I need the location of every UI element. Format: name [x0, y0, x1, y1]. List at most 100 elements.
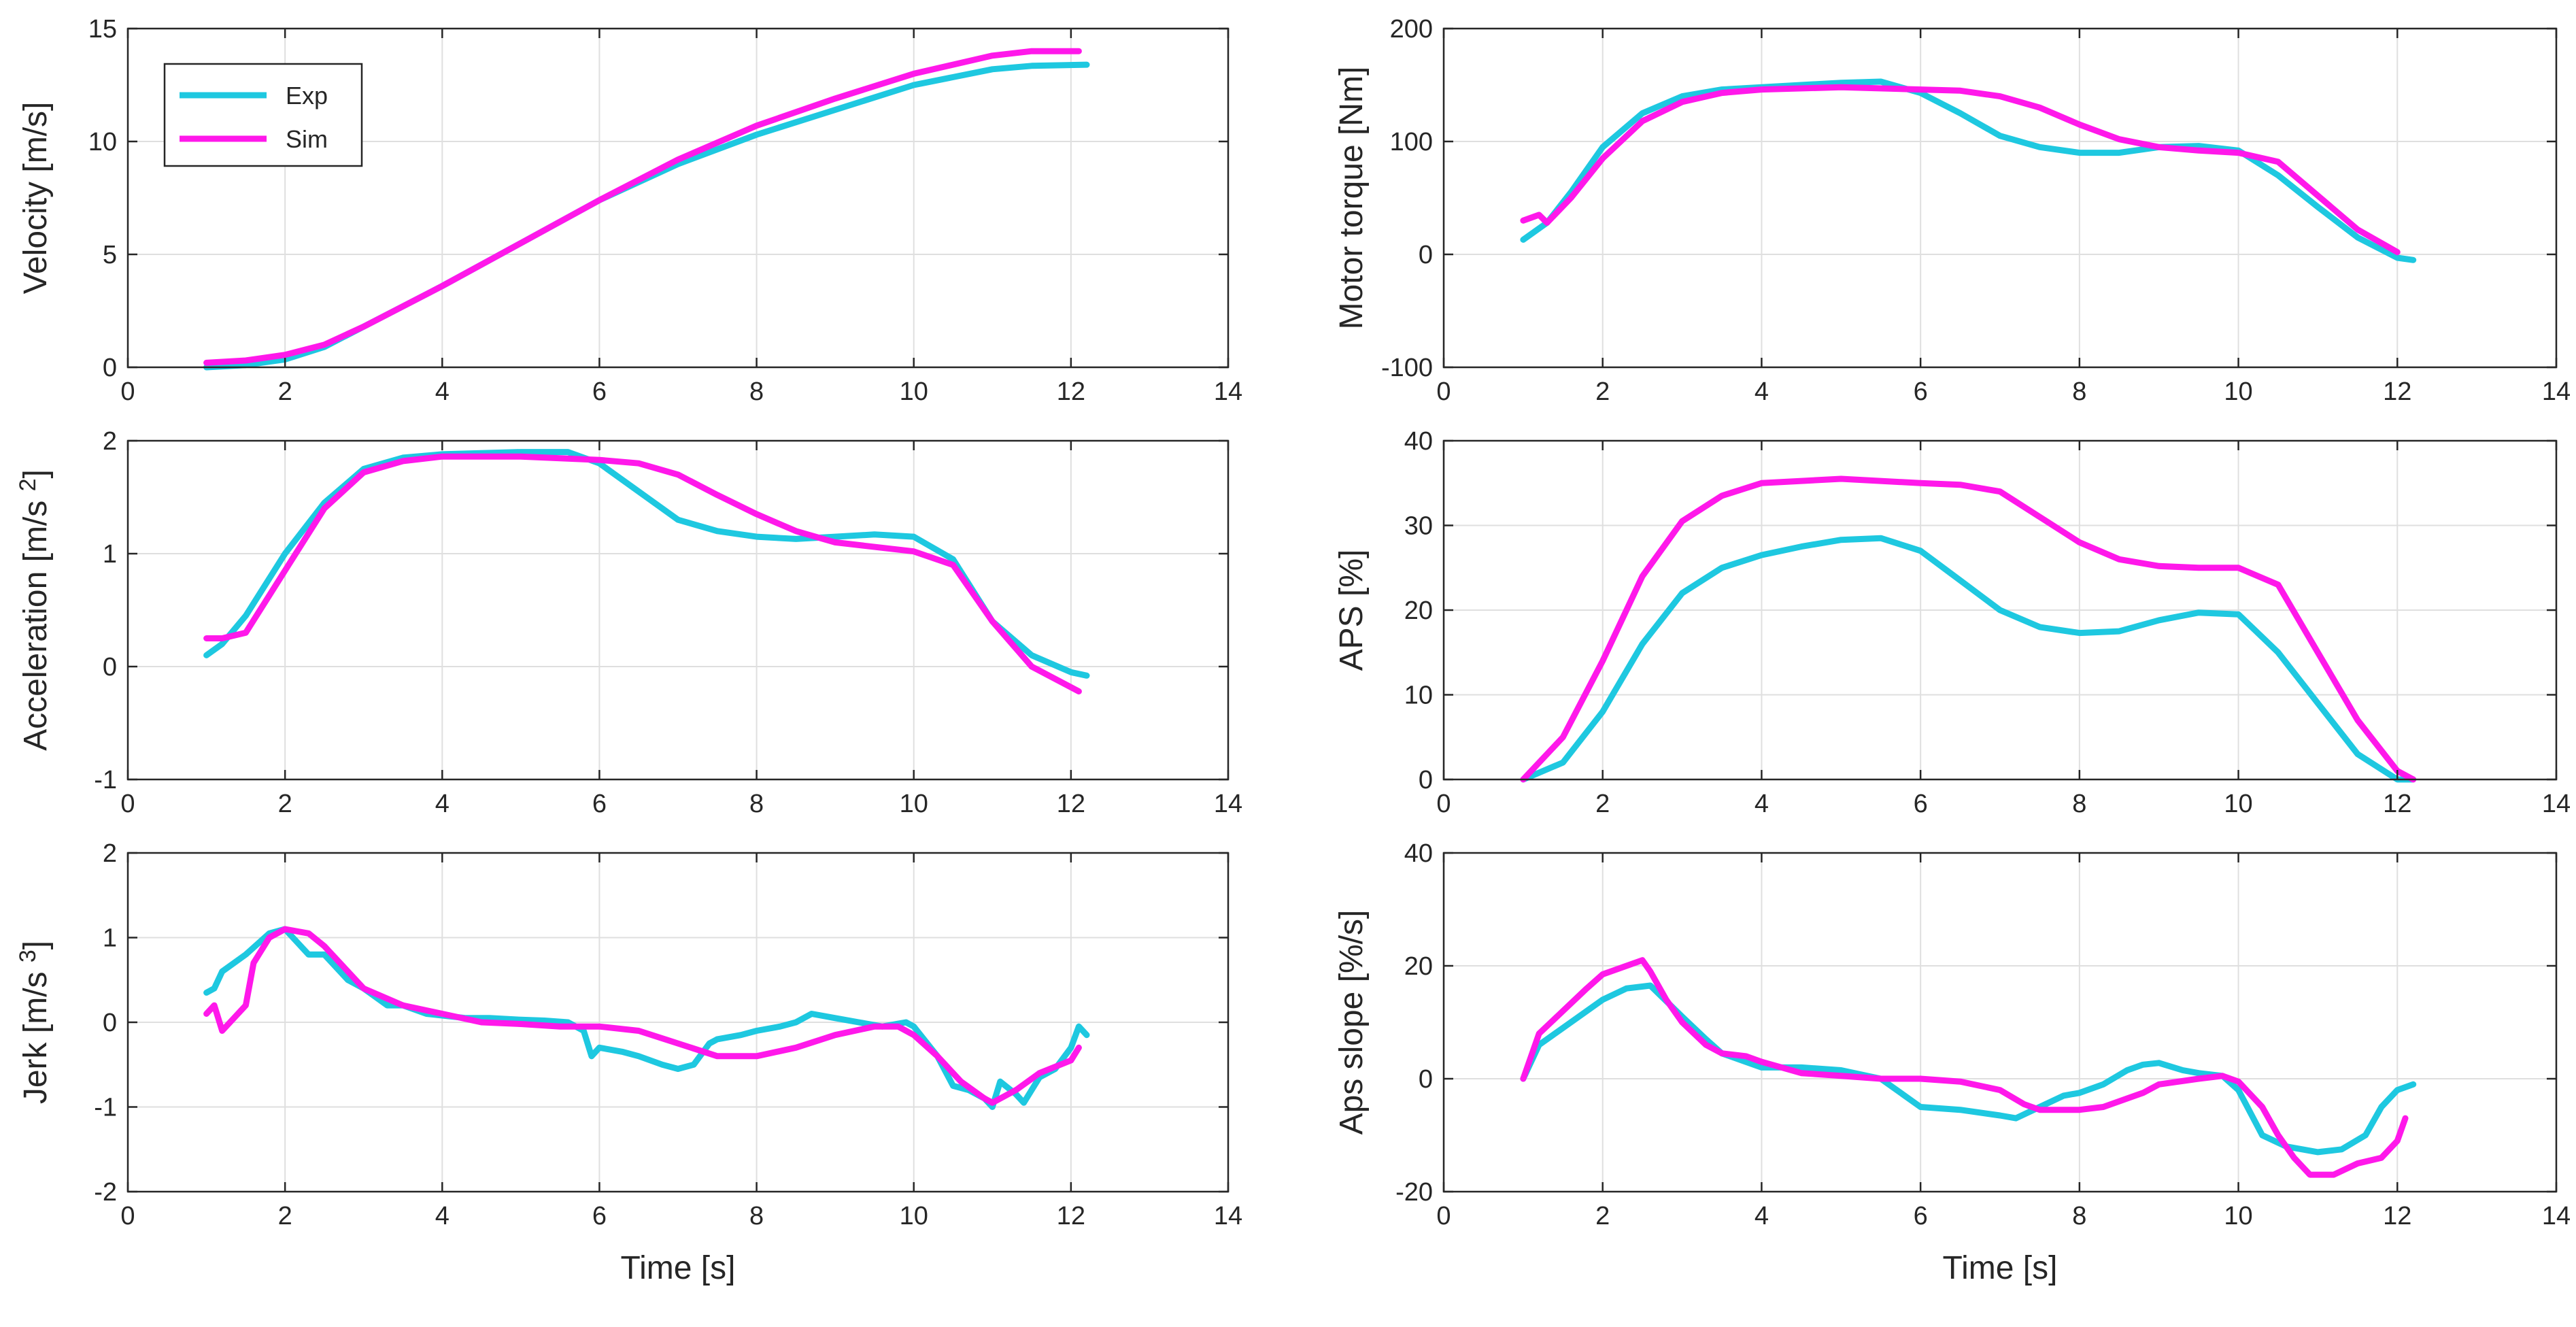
x-tick-label: 2: [1595, 1202, 1610, 1230]
x-tick-label: 14: [2542, 790, 2571, 818]
series-sim: [1520, 957, 2409, 1178]
y-axis-label: Acceleration [m/s 2]: [15, 469, 54, 751]
series-sim: [1520, 475, 2417, 783]
y-tick-label: -2: [94, 1178, 117, 1207]
x-tick-label: 8: [2072, 1202, 2086, 1230]
x-tick-label: 8: [2072, 790, 2086, 818]
x-tick-label: 2: [278, 1202, 292, 1230]
x-tick-label: 10: [900, 377, 928, 406]
y-tick-label: 2: [103, 427, 117, 456]
y-tick-label: -100: [1381, 354, 1433, 382]
x-tick-label: 6: [592, 377, 607, 406]
x-tick-label: 12: [2383, 377, 2411, 406]
x-tick-label: 10: [900, 1202, 928, 1230]
x-axis-label: Time [s]: [621, 1250, 736, 1286]
y-axis-label: APS [%]: [1334, 550, 1370, 671]
y-tick-label: 20: [1404, 597, 1433, 625]
y-tick-label: -1: [94, 766, 117, 794]
y-axis-label: Aps slope [%/s]: [1334, 910, 1370, 1135]
y-tick-label: -20: [1395, 1178, 1433, 1207]
axes-box: [126, 439, 1230, 781]
legend-label-exp: Exp: [286, 82, 328, 110]
x-tick-label: 0: [120, 1202, 135, 1230]
x-tick-label: 14: [2542, 377, 2571, 406]
plot-area: [128, 441, 1228, 779]
x-tick-label: 12: [1057, 1202, 1085, 1230]
y-tick-label: 0: [1419, 766, 1433, 794]
y-tick-label: 40: [1404, 427, 1433, 456]
axes-box: [1442, 852, 2558, 1193]
x-tick-label: 0: [120, 377, 135, 406]
legend: Exp Sim: [163, 63, 363, 167]
x-tick-label: 10: [900, 790, 928, 818]
y-tick-label: 10: [88, 128, 117, 156]
x-tick-label: 2: [1595, 790, 1610, 818]
plot-area: [1444, 853, 2556, 1192]
x-tick-label: 6: [592, 790, 607, 818]
x-tick-label: 4: [1755, 377, 1769, 406]
y-tick-label: 40: [1404, 839, 1433, 868]
x-tick-label: 4: [435, 1202, 450, 1230]
x-tick-label: 10: [2224, 1202, 2252, 1230]
y-tick-label: 0: [103, 653, 117, 682]
y-tick-label: 30: [1404, 512, 1433, 541]
x-tick-label: 14: [1214, 790, 1242, 818]
series-sim: [203, 48, 1082, 366]
x-tick-label: 8: [2072, 377, 2086, 406]
x-tick-label: 4: [1755, 1202, 1769, 1230]
x-tick-label: 4: [435, 377, 450, 406]
x-tick-label: 14: [1214, 1202, 1242, 1230]
series-sim: [1520, 84, 2401, 256]
y-tick-label: 15: [88, 15, 117, 44]
x-tick-label: 6: [1914, 790, 1928, 818]
y-axis-label: Jerk [m/s 3]: [15, 941, 54, 1104]
x-tick-label: 8: [749, 377, 764, 406]
y-tick-label: 1: [103, 540, 117, 569]
y-tick-label: 20: [1404, 952, 1433, 981]
y-tick-label: 200: [1390, 15, 1433, 44]
x-tick-label: 12: [1057, 377, 1085, 406]
x-tick-label: 6: [1914, 1202, 1928, 1230]
x-tick-label: 6: [1914, 377, 1928, 406]
y-tick-label: 0: [103, 1009, 117, 1037]
legend-label-sim: Sim: [286, 125, 328, 153]
y-tick-label: 5: [103, 241, 117, 269]
x-tick-label: 0: [120, 790, 135, 818]
x-tick-label: 0: [1436, 790, 1451, 818]
x-tick-label: 4: [1755, 790, 1769, 818]
x-tick-label: 0: [1436, 377, 1451, 406]
series-exp: [1520, 78, 2417, 263]
x-tick-label: 12: [1057, 790, 1085, 818]
x-tick-label: 8: [749, 1202, 764, 1230]
x-tick-label: 2: [278, 790, 292, 818]
y-tick-label: 1: [103, 924, 117, 953]
series-sim: [203, 453, 1082, 694]
y-tick-label: 10: [1404, 682, 1433, 710]
y-tick-label: 100: [1390, 128, 1433, 156]
chart-aps: 0 2 4 6 8 10 12 14 0 10 20 30 40 APS [%]: [1334, 427, 2571, 818]
x-tick-label: 10: [2224, 790, 2252, 818]
x-tick-label: 8: [749, 790, 764, 818]
chart-velocity: 0 2 4 6 8 10 12 14 0 5 10 15 Velocity [m/s] Exp Sim: [18, 15, 1242, 406]
x-tick-label: 2: [1595, 377, 1610, 406]
x-tick-label: 0: [1436, 1202, 1451, 1230]
y-tick-label: 0: [1419, 1065, 1433, 1094]
x-axis-label: Time [s]: [1943, 1250, 2058, 1286]
x-tick-label: 6: [592, 1202, 607, 1230]
x-tick-label: 2: [278, 377, 292, 406]
y-tick-label: -1: [94, 1094, 117, 1122]
axes-box: [126, 27, 1230, 369]
series-exp: [1520, 535, 2417, 783]
axes-box: [1442, 27, 2558, 369]
x-tick-label: 4: [435, 790, 450, 818]
y-tick-label: 0: [1419, 241, 1433, 269]
legend-box: [163, 63, 363, 167]
plot-area: [1444, 29, 2556, 367]
y-tick-label: 0: [103, 354, 117, 382]
x-tick-label: 14: [2542, 1202, 2571, 1230]
